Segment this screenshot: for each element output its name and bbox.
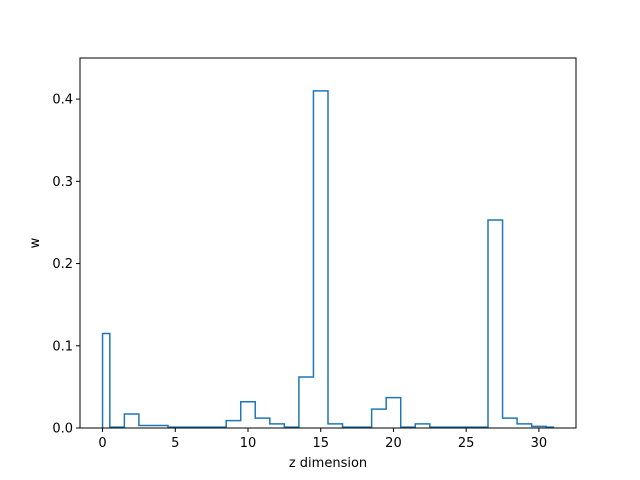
x-tick-label: 15 [312, 436, 329, 451]
y-ticks: 0.0 0.1 0.2 0.3 0.4 [52, 93, 80, 437]
x-tick-label: 30 [531, 436, 548, 451]
y-tick-label: 0.1 [52, 339, 73, 354]
x-ticks: 0 5 10 15 20 25 30 [98, 428, 547, 451]
series-layer [101, 90, 555, 428]
x-axis-label: z dimension [289, 456, 367, 471]
x-tick-label: 20 [385, 436, 402, 451]
x-tick-label: 10 [240, 436, 257, 451]
y-tick-label: 0.2 [52, 257, 73, 272]
y-axis-label: w [28, 237, 43, 248]
y-tick-label: 0.4 [52, 93, 73, 108]
axes-frame [79, 57, 577, 429]
x-tick-label: 5 [171, 436, 179, 451]
y-tick-label: 0.0 [52, 422, 73, 437]
y-tick-label: 0.3 [52, 175, 73, 190]
x-tick-label: 0 [98, 436, 106, 451]
x-tick-label: 25 [458, 436, 475, 451]
series-line-0 [101, 90, 555, 428]
